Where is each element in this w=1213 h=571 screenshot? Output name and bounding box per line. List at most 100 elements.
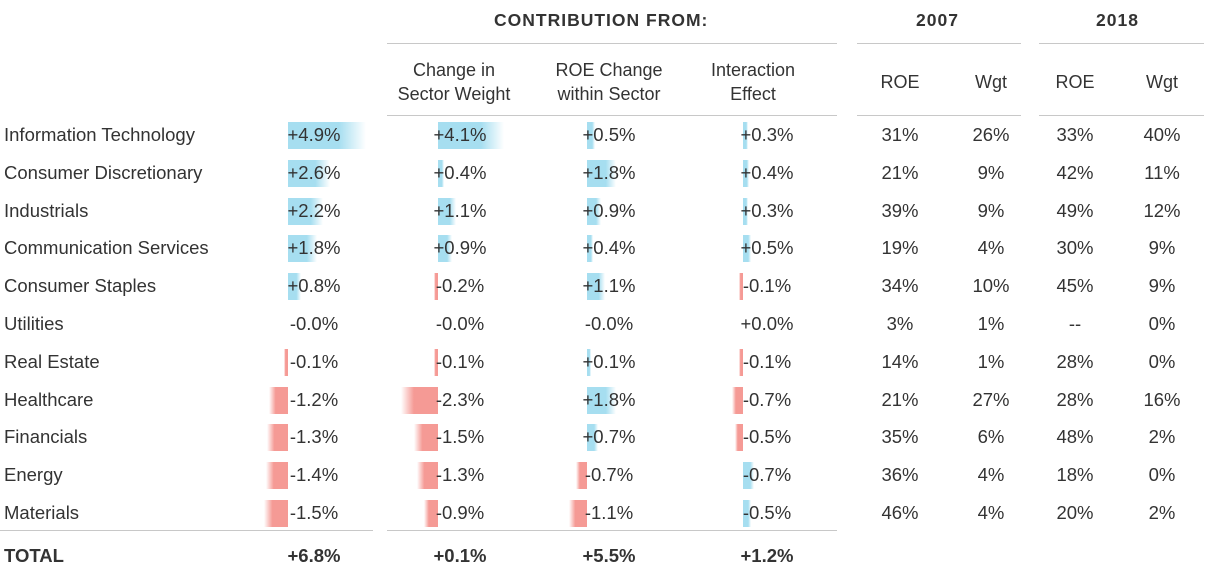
roe-value: -1.1% (584, 502, 634, 523)
roe-2007-value: 19% (881, 237, 919, 259)
header-rule-contribution (387, 43, 837, 44)
weight-bar (438, 122, 504, 149)
total-value: +2.2% (287, 199, 341, 221)
roe-2007-value: 35% (881, 426, 919, 448)
subheader-interaction-line1: Interaction (710, 60, 796, 80)
interaction-value: -0.5% (742, 426, 792, 448)
weight-bar (414, 424, 438, 452)
sector-label: Utilities (4, 313, 64, 334)
total-value: +4.9% (287, 124, 341, 145)
subheader-sector-weight: Change in Sector Weight (383, 58, 525, 106)
wgt-2007-value: 26% (972, 124, 1010, 145)
wgt-2007-value: 4% (977, 502, 1005, 523)
subheader-roe-change-line1: ROE Change (555, 60, 663, 80)
subheader-roe-2018: ROE (1055, 72, 1095, 92)
interaction-value: +0.0% (740, 313, 794, 334)
wgt-2007-value: 4% (977, 464, 1005, 486)
sector-label: Real Estate (4, 350, 100, 372)
header-rule-2007 (857, 43, 1021, 44)
roe-2007-value: 21% (881, 161, 919, 183)
roe-2018-value: 42% (1056, 161, 1094, 183)
year-2007-header: 2007 (916, 10, 959, 30)
total-value: -1.2% (289, 388, 339, 410)
weight-value: -1.5% (435, 426, 485, 448)
total-bar (267, 424, 288, 452)
roe-value: -0.0% (584, 313, 634, 334)
wgt-2007-value: 1% (977, 313, 1005, 334)
wgt-2007-value: 6% (977, 426, 1005, 448)
total-rule-left (0, 530, 373, 531)
sector-label: Consumer Staples (4, 275, 157, 297)
total-bar (288, 197, 324, 225)
interaction-bar (735, 424, 743, 452)
interaction-bar (739, 273, 743, 301)
weight-value: -1.3% (435, 464, 485, 486)
total-total: +6.8% (287, 545, 341, 566)
subheader-interaction-line2: Effect (730, 84, 776, 104)
sector-label: Communication Services (4, 237, 209, 259)
roe-2018-value: 45% (1056, 275, 1094, 297)
interaction-value: +0.5% (740, 237, 794, 259)
weight-bar (434, 348, 438, 376)
roe-2018-value: 28% (1056, 350, 1094, 372)
weight-value: +1.1% (433, 199, 487, 221)
total-weight: +0.1% (433, 545, 487, 566)
roe-2018-value: 28% (1056, 388, 1094, 410)
roe-value: +0.1% (582, 350, 636, 372)
total-label: TOTAL (4, 545, 64, 566)
weight-value: -0.0% (435, 313, 485, 334)
total-bar (288, 159, 330, 187)
wgt-2018-value: 11% (1144, 161, 1180, 183)
weight-bar (438, 235, 453, 263)
total-value: -1.3% (289, 426, 339, 448)
sector-label: Consumer Discretionary (4, 161, 203, 183)
weight-bar (423, 500, 438, 527)
roe-value: -0.7% (584, 464, 634, 486)
sector-label: Healthcare (4, 388, 94, 410)
total-bar (264, 500, 288, 527)
sector-label: Financials (4, 426, 88, 448)
wgt-2007-value: 4% (977, 237, 1005, 259)
total-value: +0.8% (287, 275, 341, 297)
roe-bar (587, 235, 594, 263)
contribution-header: CONTRIBUTION FROM: (494, 10, 709, 30)
total-bar (288, 273, 301, 301)
total-value: -0.0% (289, 313, 339, 334)
subheader-rule-contribution (387, 115, 837, 116)
roe-2007-value: 46% (881, 502, 919, 523)
total-bar (268, 386, 288, 414)
wgt-2018-value: 2% (1148, 502, 1176, 523)
roe-2018-value: 49% (1056, 199, 1094, 221)
roe-bar (569, 500, 587, 527)
wgt-2018-value: 40% (1143, 124, 1181, 145)
subheader-roe-change-line2: within Sector (557, 84, 661, 104)
interaction-bar (731, 386, 743, 414)
roe-bar (587, 348, 591, 376)
total-bar (265, 462, 288, 490)
roe-value: +0.7% (582, 426, 636, 448)
roe-bar (587, 273, 605, 301)
wgt-2018-value: 9% (1148, 237, 1176, 259)
total-bar (288, 235, 317, 263)
total-value: +1.8% (287, 237, 341, 259)
weight-value: +0.4% (433, 161, 487, 183)
interaction-bar (743, 122, 748, 149)
roe-value: +1.1% (582, 275, 636, 297)
roe-bar (575, 462, 587, 490)
total-bar (288, 122, 367, 149)
wgt-2018-value: 0% (1148, 313, 1176, 334)
interaction-value: -0.1% (742, 350, 792, 372)
roe-2018-value: 20% (1056, 502, 1094, 523)
total-value: +2.6% (287, 161, 341, 183)
interaction-value: +0.4% (740, 161, 794, 183)
roe-value: +0.9% (582, 199, 636, 221)
total-interaction: +1.2% (740, 545, 794, 566)
interaction-value: -0.7% (742, 388, 792, 410)
subheader-wgt-2007: Wgt (974, 72, 1007, 92)
interaction-bar (743, 500, 751, 527)
weight-bar (434, 273, 438, 301)
roe-value: +1.8% (582, 388, 636, 410)
weight-value: -0.2% (435, 275, 485, 297)
weight-value: -0.9% (435, 502, 485, 523)
interaction-value: -0.7% (742, 464, 792, 486)
